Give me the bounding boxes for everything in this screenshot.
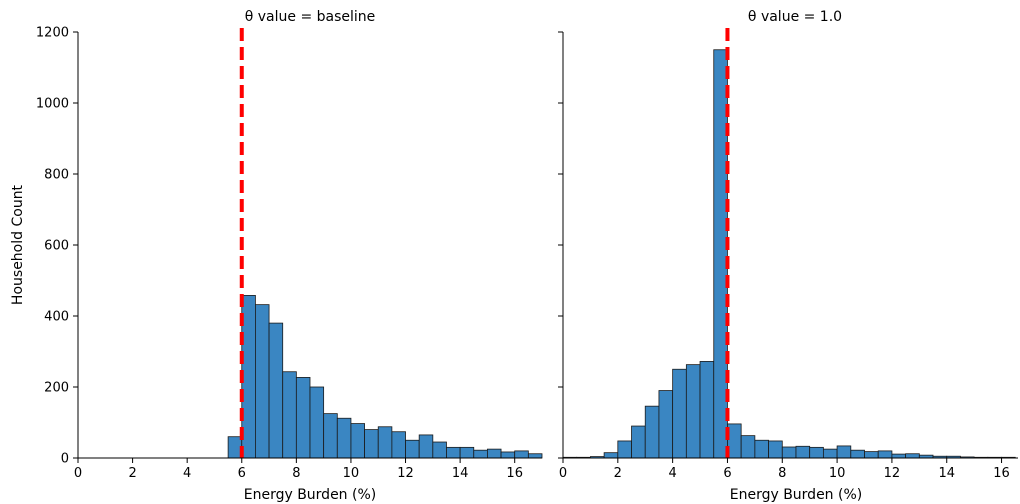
histogram-bar: [255, 304, 270, 459]
histogram-bar: [514, 450, 529, 459]
x-tick-label: 0: [74, 466, 82, 481]
bars-baseline: [227, 295, 543, 459]
histogram-bar: [685, 364, 701, 459]
panel-title-theta-1: θ value = 1.0: [748, 9, 842, 25]
histogram-bar: [768, 440, 783, 459]
y-tick-label: 1000: [36, 97, 69, 112]
histogram-bar: [822, 448, 838, 459]
histogram-bar: [850, 449, 865, 459]
x-ticks-theta-1: 0 2 4 6 8 10 12 14 16: [559, 458, 1010, 481]
x-tick-label: 6: [723, 466, 731, 481]
histogram-bar: [809, 446, 824, 459]
histogram-bar: [487, 448, 502, 459]
histogram-bar: [323, 413, 338, 459]
histogram-bar: [527, 453, 543, 459]
histogram-bar: [418, 434, 434, 459]
histogram-bar: [795, 445, 811, 459]
histogram-bar: [459, 446, 475, 459]
y-ticks-baseline: 0 200 400 600 800 1000 1200: [36, 26, 78, 467]
histogram-bar: [432, 441, 447, 459]
y-tick-label: 400: [44, 310, 69, 325]
x-tick-label: 8: [778, 466, 786, 481]
y-tick-label: 200: [44, 381, 69, 396]
histogram-bar: [336, 417, 352, 459]
x-tick-label: 6: [238, 466, 246, 481]
histogram-bar: [241, 295, 256, 459]
histogram-bar: [309, 386, 325, 459]
histogram-bar: [391, 431, 406, 459]
histogram-bar: [377, 426, 393, 459]
x-tick-label: 12: [884, 466, 901, 481]
histogram-bar: [891, 453, 907, 459]
histogram-bar: [364, 429, 379, 459]
histogram-bar: [672, 368, 687, 459]
x-tick-label: 14: [938, 466, 955, 481]
x-ticks-baseline: 0 2 4 6 8 10 12 14 16: [74, 458, 523, 481]
histogram-bar: [405, 439, 420, 459]
panel-title-baseline: θ value = baseline: [245, 9, 376, 25]
chart-panel-theta-1: θ value = 1.0 0 2 4 6 8 10 12 14 16 Energy Burde…: [558, 9, 1018, 503]
histogram-bar: [282, 371, 297, 459]
histogram-bar: [713, 49, 728, 459]
histogram-bar: [631, 425, 646, 459]
x-tick-label: 16: [993, 466, 1010, 481]
y-tick-label: 1200: [36, 26, 69, 41]
histogram-bar: [864, 451, 879, 459]
histogram-bar: [877, 450, 893, 459]
y-tick-label: 600: [44, 239, 69, 254]
x-tick-label: 10: [343, 466, 360, 481]
histogram-bar: [350, 423, 365, 459]
histogram-bar: [699, 361, 715, 459]
histogram-bar: [603, 452, 619, 459]
histogram-bar: [446, 446, 461, 459]
y-ticks-theta-1: [558, 31, 563, 459]
chart-panel-baseline: θ value = baseline 0 2 4 6 8 10 12 14 16 0 200 400…: [36, 9, 543, 503]
x-tick-label: 4: [668, 466, 676, 481]
histogram-bar: [781, 446, 797, 459]
bars-theta-1: [562, 49, 1016, 459]
histogram-bar: [227, 436, 243, 459]
x-tick-label: 10: [829, 466, 846, 481]
y-tick-label: 800: [44, 168, 69, 183]
x-tick-label: 12: [397, 466, 414, 481]
histogram-bar: [740, 435, 756, 459]
histogram-bar: [727, 423, 742, 459]
histogram-bar: [617, 440, 632, 459]
histogram-bar: [473, 449, 488, 459]
x-tick-label: 8: [292, 466, 300, 481]
x-tick-label: 14: [452, 466, 469, 481]
histogram-bar: [905, 453, 920, 459]
x-tick-label: 16: [506, 466, 523, 481]
x-tick-label: 2: [614, 466, 622, 481]
histogram-bar: [644, 405, 660, 459]
x-tick-label: 2: [128, 466, 136, 481]
histogram-bar: [500, 451, 516, 459]
y-axis-label: Household Count: [10, 184, 26, 305]
x-axis-label-theta-1: Energy Burden (%): [730, 487, 863, 503]
x-tick-label: 0: [559, 466, 567, 481]
y-tick-label: 0: [61, 452, 69, 467]
histogram-bar: [658, 390, 674, 459]
x-tick-label: 4: [183, 466, 191, 481]
histogram-bar: [295, 377, 311, 459]
histogram-bar: [836, 445, 852, 459]
histogram-bar: [268, 322, 284, 459]
histogram-bar: [754, 439, 769, 459]
x-axis-label-baseline: Energy Burden (%): [244, 487, 377, 503]
